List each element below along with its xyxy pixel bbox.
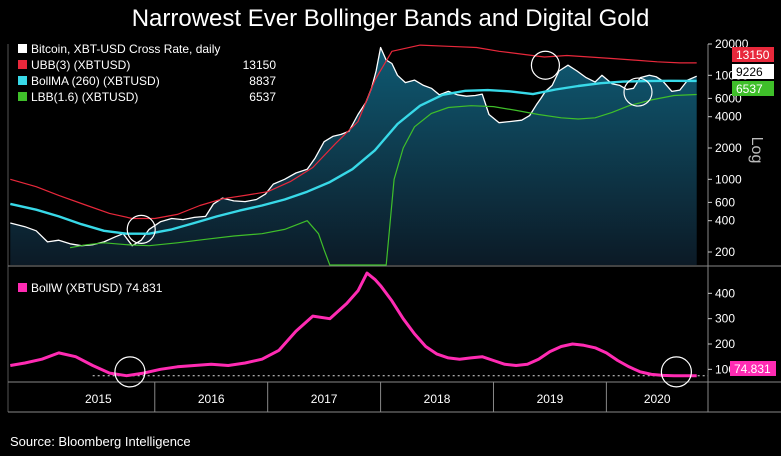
legend-swatch-bollma [18,76,27,85]
legend-swatch-lbb [18,92,27,101]
y-tick-label-lower: 300 [715,312,735,326]
value-tag-ubb [732,47,774,62]
bitcoin-area [10,47,697,265]
y-tick-label-upper: 1000 [715,172,742,186]
legend-label-bollw: BollW (XBTUSD) 74.831 [31,281,163,295]
value-tag-text-bollw: 74.831 [734,362,771,376]
highlight-circle-lower-1 [660,356,692,388]
x-tick-label: 2016 [198,392,225,406]
source-note: Source: Bloomberg Intelligence [10,434,191,449]
value-tag-lbb [732,81,774,96]
y-tick-label-upper: 200 [715,245,735,259]
legend-label-bitcoin: Bitcoin, XBT-USD Cross Rate, daily [31,42,220,56]
value-tag-text-bitcoin: 9226 [736,65,763,79]
x-tick-label: 2019 [537,392,564,406]
legend-label-lbb: LBB(1.6) (XBTUSD) [31,90,138,104]
x-tick-label: 2018 [424,392,451,406]
y-tick-label-upper: 400 [715,214,735,228]
y-tick-label-lower: 200 [715,337,735,351]
highlight-circle-lower-0 [114,356,146,388]
legend-upper: Bitcoin, XBT-USD Cross Rate, daily UBB(3)… [18,42,276,104]
series-line-lbb [69,93,697,266]
legend-swatch-bitcoin [18,44,27,53]
highlight-circle-upper-1 [530,50,561,80]
upper-panel: 20040060010002000400060001000020000Log13… [10,37,774,266]
legend-label-bollma: BollMA (260) (XBTUSD) [31,74,160,88]
chart-title: Narrowest Ever Bollinger Bands and Digit… [131,5,650,32]
y-tick-label-upper: 4000 [715,110,742,124]
value-tag-bitcoin [732,64,774,79]
series-line-bollw [10,271,697,378]
y-tick-label-lower: 400 [715,286,735,300]
legend-value-bollma: 8837 [249,74,276,88]
value-tag-text-ubb: 13150 [736,48,770,62]
series-line-bollma [10,79,697,235]
legend-swatch-ubb [18,60,27,69]
y-axis-label-log: Log [748,137,765,164]
y-tick-label-upper: 600 [715,195,735,209]
x-tick-label: 2015 [85,392,112,406]
x-tick-label: 2017 [311,392,338,406]
highlight-circle-upper-0 [126,214,156,244]
x-tick-label: 2020 [644,392,671,406]
value-tag-bollw [730,361,776,376]
legend-value-ubb: 13150 [243,58,277,72]
legend-label-ubb: UBB(3) (XBTUSD) [31,58,130,72]
highlight-circle-upper-2 [623,77,653,107]
legend-value-lbb: 6537 [249,90,276,104]
y-tick-label-upper: 2000 [715,141,742,155]
value-tag-text-lbb: 6537 [736,82,763,96]
legend-swatch-bollw [18,283,27,292]
x-axis: 2015 2016 2017 2018 2019 2020 [85,382,671,412]
